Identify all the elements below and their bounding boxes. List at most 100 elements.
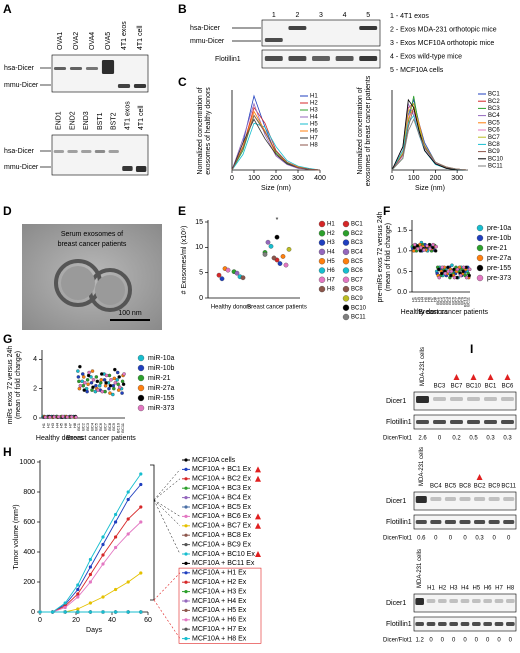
lane-label: 4T1 cell xyxy=(138,105,145,130)
lane-label: 2 xyxy=(295,12,299,19)
series-point xyxy=(76,610,80,614)
legend-label: H1 xyxy=(310,94,318,100)
band xyxy=(135,166,147,172)
series-point xyxy=(88,580,92,584)
band xyxy=(433,420,446,424)
series-point xyxy=(101,542,105,547)
y-axis-label: (mean of fold change) xyxy=(15,351,22,419)
category-label: BC1 xyxy=(76,422,81,431)
legend-marker xyxy=(137,384,145,392)
band xyxy=(122,166,133,171)
series-line xyxy=(40,473,142,613)
dot xyxy=(428,247,432,251)
dot xyxy=(116,388,121,392)
legend-label: pre-155 xyxy=(487,265,511,272)
legend-marker xyxy=(318,248,326,256)
category-label: BC6 xyxy=(450,296,455,305)
legend-label: MCF10A + BC2 Ex xyxy=(192,476,251,483)
x-tick-label: 200 xyxy=(430,175,442,182)
legend-label: BC8 xyxy=(351,287,363,293)
ratio-value: 0 xyxy=(449,536,453,542)
band xyxy=(494,622,504,626)
lane-label: 1 xyxy=(272,12,276,19)
band xyxy=(416,396,429,403)
connector xyxy=(153,599,181,639)
ratio-value: 0 xyxy=(492,536,496,542)
category-label: H3 xyxy=(50,422,55,428)
dot xyxy=(82,375,86,379)
connector xyxy=(153,469,181,501)
dot xyxy=(446,265,450,270)
legend-label: MCF10A + H7 Ex xyxy=(192,626,247,633)
band xyxy=(415,496,427,503)
annotation: * xyxy=(276,217,279,224)
panel-label: H xyxy=(3,445,12,459)
legend-marker xyxy=(137,404,145,412)
series-point xyxy=(63,605,67,610)
legend-label: pre-10b xyxy=(487,235,511,242)
dot xyxy=(115,378,119,382)
legend-label: pre-373 xyxy=(487,275,511,282)
cells-label: MDA-231 cells xyxy=(419,447,425,486)
dot xyxy=(439,271,444,276)
series-point xyxy=(88,572,92,577)
dot xyxy=(90,369,95,373)
panel-label: E xyxy=(178,204,186,218)
dot xyxy=(416,247,420,251)
series-line xyxy=(391,102,469,171)
dot xyxy=(86,382,90,387)
series-point xyxy=(101,535,105,539)
dot xyxy=(216,272,222,278)
dot xyxy=(283,262,289,268)
legend-label: MCF10A + BC1 Ex xyxy=(192,466,251,473)
legend-label: MCF10A + H5 Ex xyxy=(192,607,247,614)
band xyxy=(444,497,456,501)
key-item: 4 - Exos wild-type mice xyxy=(390,53,462,60)
group-label: Breast cancer patients xyxy=(66,435,136,442)
category-label: BC5 xyxy=(94,422,99,431)
band xyxy=(483,622,492,626)
category-label: H6 xyxy=(426,296,431,302)
ratio-label: Dicer/Flot1 xyxy=(383,436,413,442)
lane-label: BC11 xyxy=(501,484,516,490)
dot xyxy=(85,378,90,382)
lane-label: 4T1 cell xyxy=(137,25,144,50)
legend-label: H7 xyxy=(310,136,318,142)
legend-label: H8 xyxy=(310,143,318,149)
y-tick-label: 600 xyxy=(23,519,35,526)
legend-label: H2 xyxy=(310,101,318,107)
dot xyxy=(240,275,246,281)
dot xyxy=(107,386,111,391)
x-tick-label: 20 xyxy=(72,617,80,624)
flag-icon xyxy=(255,513,261,520)
x-tick-label: 300 xyxy=(451,175,463,182)
legend-label: BC4 xyxy=(351,249,363,255)
dot xyxy=(121,382,126,387)
legend-marker xyxy=(318,220,326,228)
series-point xyxy=(101,610,105,614)
category-label: BC3 xyxy=(85,422,90,431)
dot xyxy=(449,269,454,274)
y-axis-label: Normalized concentration of xyxy=(197,87,204,174)
ratio-value: 2.6 xyxy=(418,436,427,442)
legend-label: miR-373 xyxy=(148,405,175,412)
legend-label: BC4 xyxy=(488,113,500,119)
dot xyxy=(112,376,117,381)
category-label: BC11 xyxy=(466,296,471,306)
lane-label: BC4 xyxy=(430,484,442,490)
lane-label: H5 xyxy=(472,586,480,592)
legend-label: pre-10a xyxy=(487,225,511,232)
lane-label: BC2 xyxy=(474,484,486,490)
dot xyxy=(52,415,56,419)
legend-label: MCF10A + BC10 Ex xyxy=(192,551,255,558)
ratio-value: 0.2 xyxy=(452,436,461,442)
blot xyxy=(413,391,517,411)
series-line xyxy=(231,102,321,171)
caption: breast cancer patients xyxy=(58,241,127,248)
band xyxy=(494,599,504,603)
y-tick-label: 800 xyxy=(23,489,35,496)
band xyxy=(426,599,436,603)
dot xyxy=(48,415,52,420)
series-line xyxy=(231,114,321,171)
legend-label: H2 xyxy=(327,231,335,237)
